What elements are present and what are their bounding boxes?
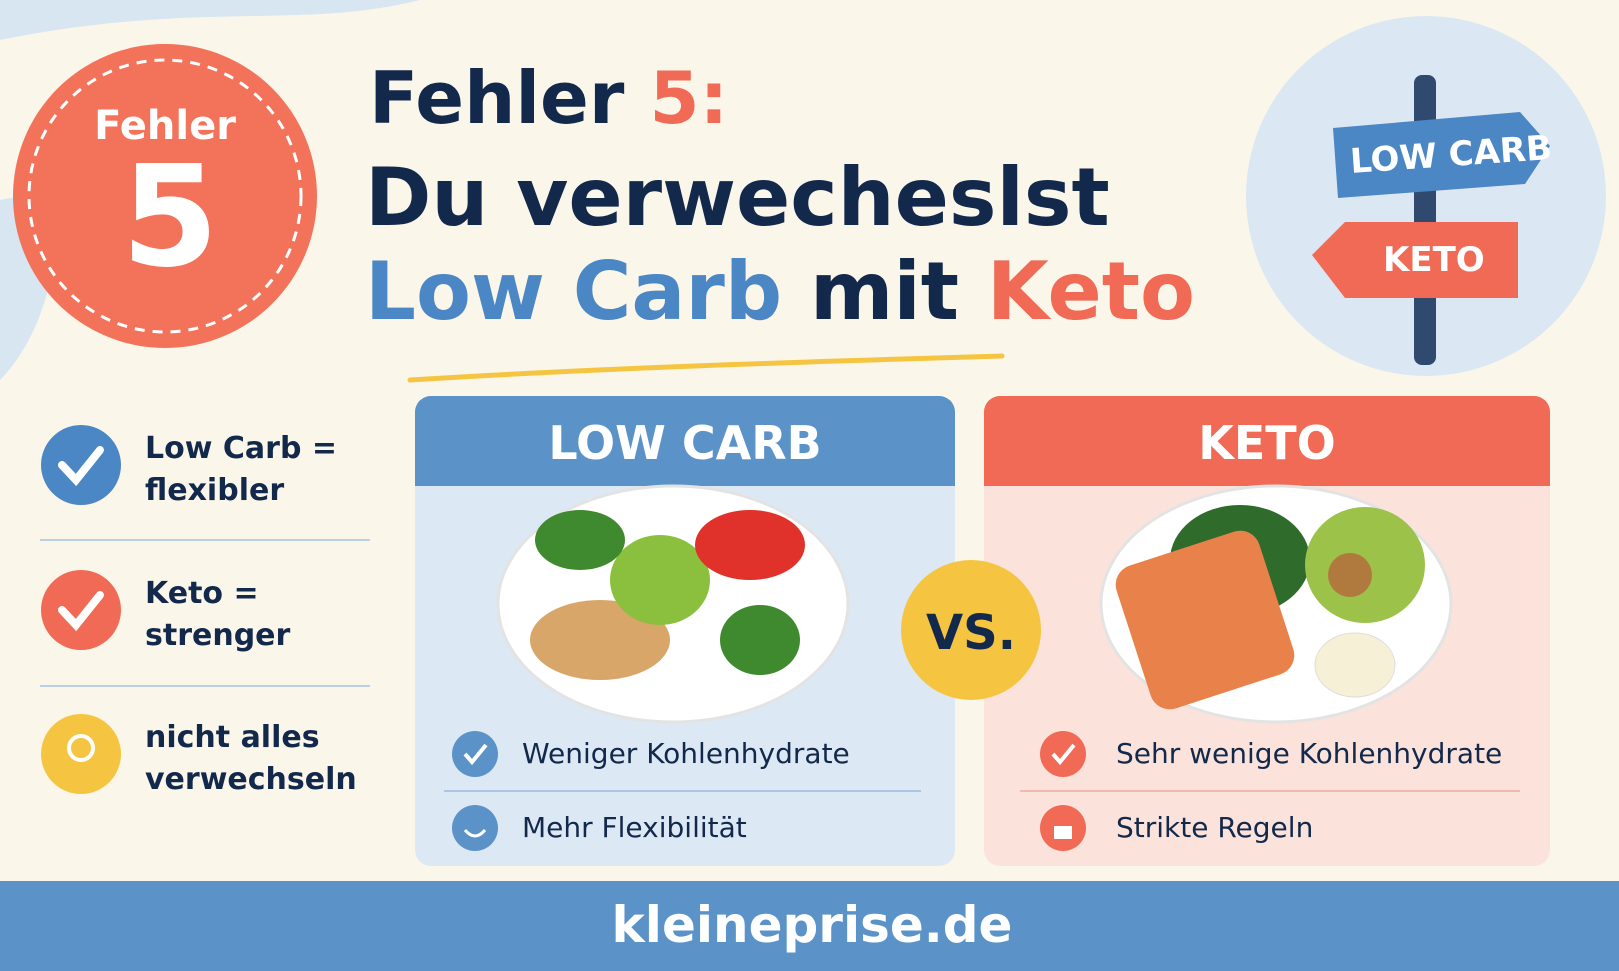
underline <box>407 353 1005 383</box>
bulb <box>67 734 95 762</box>
footer-url: kleineprise.de <box>611 896 1013 954</box>
title-line2: Du verwecheslst <box>365 151 1110 244</box>
salmon <box>1115 530 1295 710</box>
bulb-icon <box>41 714 121 794</box>
point: Keto = strenger <box>145 573 290 657</box>
title-low-carb: Low Carb <box>365 245 783 338</box>
card-header <box>415 396 955 486</box>
check-icon <box>41 425 121 505</box>
vs-label: VS. <box>926 605 1016 661</box>
point-line: nicht alles <box>145 720 320 755</box>
point-line: verwechseln <box>145 762 357 797</box>
check-icon <box>1040 731 1086 777</box>
avocado <box>610 535 710 625</box>
lock <box>1054 826 1072 839</box>
title-line1: Fehler 5: <box>369 62 728 134</box>
pepper <box>695 510 805 580</box>
vs-circle <box>901 560 1041 700</box>
point: nicht alles verwechseln <box>145 717 357 801</box>
point-line: flexibler <box>145 473 285 508</box>
feature: Mehr Flexibilität <box>522 811 747 844</box>
smile <box>463 828 487 838</box>
sign-text: KETO <box>1383 240 1485 280</box>
feature: Weniger Kohlenhydrate <box>522 737 850 770</box>
title-mit: mit <box>809 245 959 338</box>
title-number: 5: <box>649 56 729 140</box>
check <box>58 446 104 487</box>
badge-ring <box>27 58 303 334</box>
title-word: Fehler <box>369 56 625 140</box>
broccoli <box>720 605 800 675</box>
badge-label: Fehler <box>94 103 236 149</box>
card-heading: KETO <box>1198 416 1336 470</box>
point-line: strenger <box>145 618 291 653</box>
feature: Strikte Regeln <box>1116 811 1314 844</box>
check <box>1051 743 1076 766</box>
broccoli <box>535 510 625 570</box>
point-line: Low Carb = <box>145 431 337 466</box>
badge-number: 5 <box>121 136 219 299</box>
check <box>58 591 104 632</box>
check-icon <box>452 731 498 777</box>
check <box>463 743 488 766</box>
check-icon <box>41 570 121 650</box>
title-line3: Low Carb mit Keto <box>365 252 1195 332</box>
chicken <box>530 600 670 680</box>
point: Low Carb = flexibler <box>145 428 337 512</box>
badge-circle <box>13 44 317 348</box>
footer-bar <box>0 881 1619 971</box>
point-line: Keto = <box>145 576 259 611</box>
feature: Sehr wenige Kohlenhydrate <box>1116 737 1503 770</box>
smile-icon <box>452 805 498 851</box>
sign-low-carb <box>1333 112 1550 198</box>
sign-keto <box>1312 222 1518 298</box>
card-heading: LOW CARB <box>548 416 822 470</box>
mayo <box>1314 632 1396 698</box>
card-header <box>984 396 1550 486</box>
signpost-pole <box>1414 75 1436 365</box>
title-keto: Keto <box>986 245 1195 338</box>
avocado-pit <box>1328 553 1372 597</box>
